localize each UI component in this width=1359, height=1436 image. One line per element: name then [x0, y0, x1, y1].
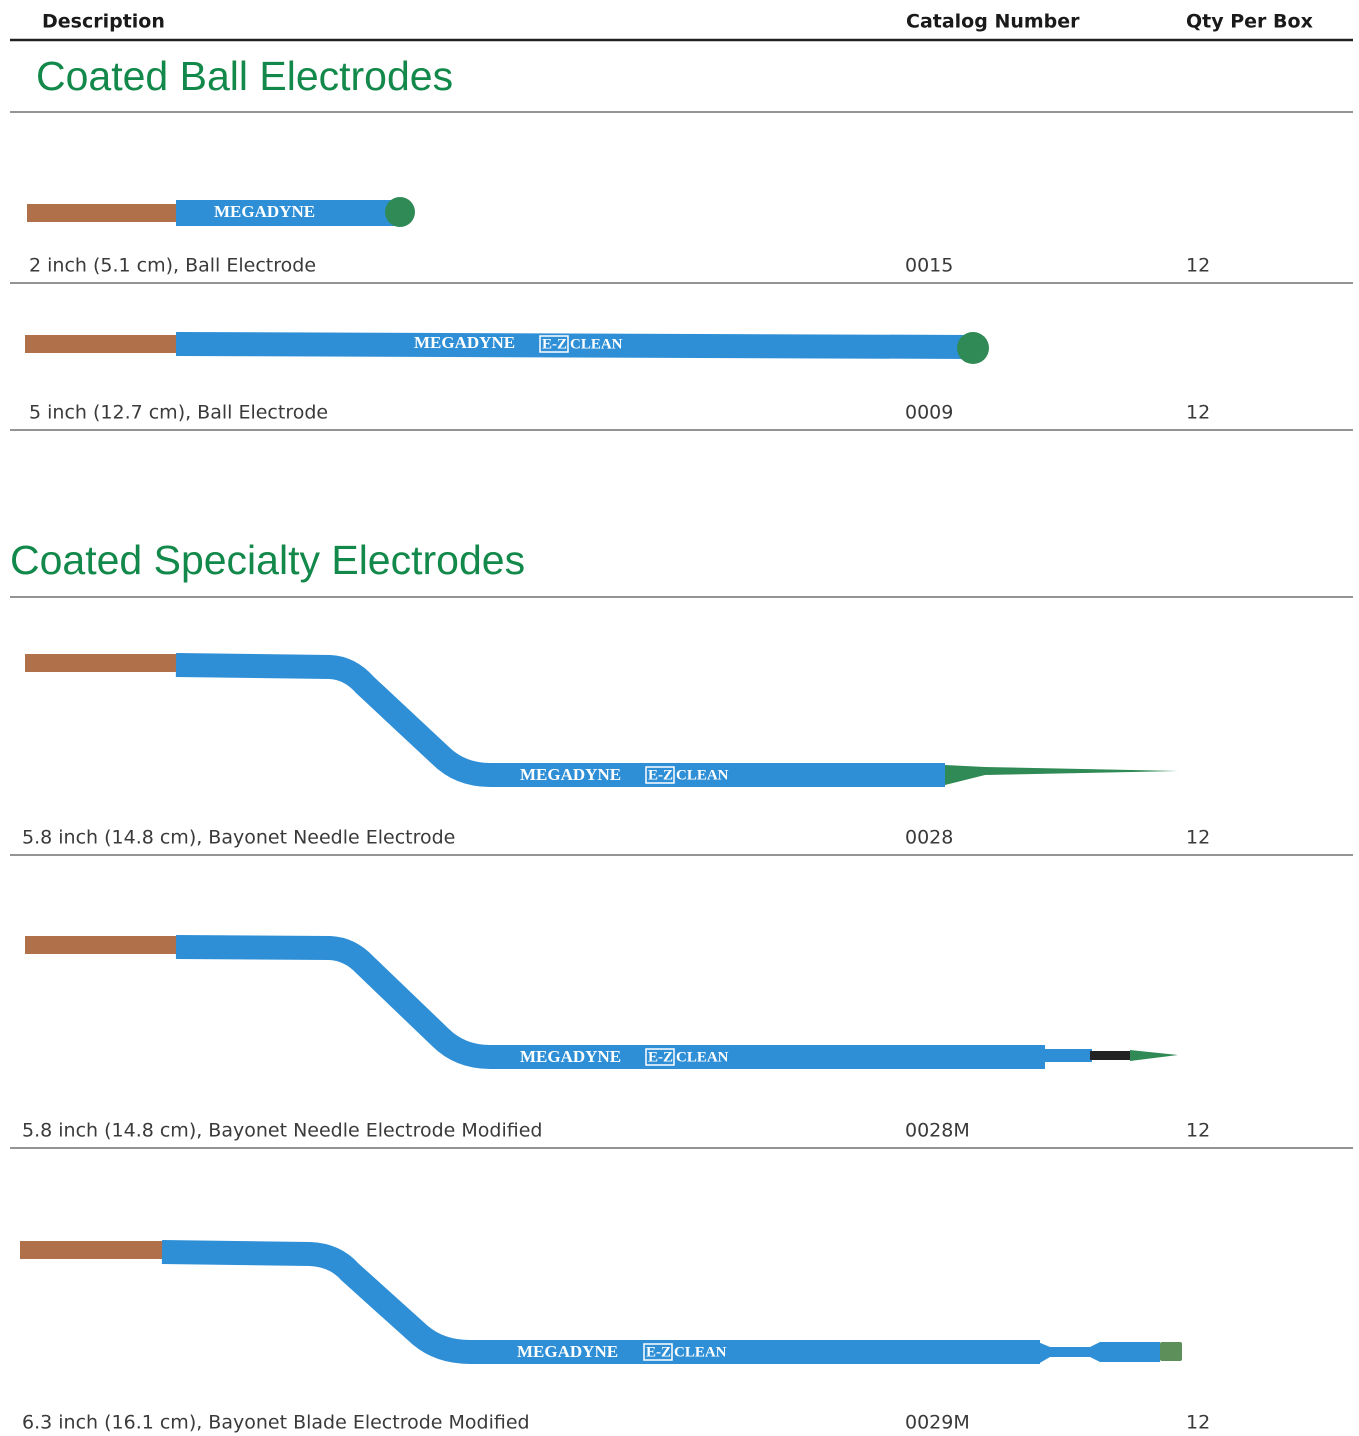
column-header: Catalog Number — [906, 11, 1080, 33]
qty-per-box: 12 — [1186, 255, 1210, 277]
imprint-badge: E-Z — [542, 336, 567, 352]
item-description: 5.8 inch (14.8 cm), Bayonet Needle Elect… — [22, 1120, 543, 1142]
column-header: Description — [42, 11, 165, 33]
item-description: 2 inch (5.1 cm), Ball Electrode — [29, 255, 316, 277]
section-title: Coated Specialty Electrodes — [10, 537, 525, 583]
imprint-word: CLEAN — [674, 1344, 727, 1360]
catalog-number: 0015 — [905, 255, 953, 277]
qty-per-box: 12 — [1186, 827, 1210, 849]
catalog-number: 0028M — [905, 1120, 970, 1142]
imprint-brand: MEGADYNE — [414, 333, 515, 352]
imprint-badge: E-Z — [648, 1049, 673, 1065]
imprint-brand: MEGADYNE — [520, 765, 621, 784]
section-title: Coated Ball Electrodes — [36, 53, 453, 99]
qty-per-box: 12 — [1186, 402, 1210, 424]
imprint-word: CLEAN — [570, 336, 623, 352]
imprint-brand: MEGADYNE — [520, 1047, 621, 1066]
product-image: MEGADYNE E-Z CLEAN — [20, 1240, 1182, 1364]
imprint-badge: E-Z — [648, 767, 673, 783]
product-image: MEGADYNE E-Z CLEAN — [25, 653, 1178, 787]
imprint-brand: MEGADYNE — [517, 1342, 618, 1361]
qty-per-box: 12 — [1186, 1412, 1210, 1434]
product-image: MEGADYNE E-Z CLEAN — [25, 935, 1178, 1069]
imprint-word: CLEAN — [676, 767, 729, 783]
item-description: 6.3 inch (16.1 cm), Bayonet Blade Electr… — [22, 1412, 530, 1434]
catalog-number: 0028 — [905, 827, 953, 849]
imprint-badge: E-Z — [646, 1344, 671, 1360]
product-image: MEGADYNE E-Z CLEAN — [25, 332, 989, 364]
column-header: Qty Per Box — [1186, 11, 1313, 33]
item-description: 5.8 inch (14.8 cm), Bayonet Needle Elect… — [22, 827, 455, 849]
catalog-number: 0009 — [905, 402, 953, 424]
item-description: 5 inch (12.7 cm), Ball Electrode — [29, 402, 328, 424]
product-image: MEGADYNE — [27, 197, 415, 227]
imprint-word: CLEAN — [676, 1049, 729, 1065]
qty-per-box: 12 — [1186, 1120, 1210, 1142]
catalog-number: 0029M — [905, 1412, 970, 1434]
imprint-brand: MEGADYNE — [214, 202, 315, 221]
